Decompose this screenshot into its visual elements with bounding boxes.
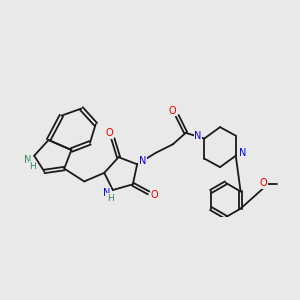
Text: O: O [151, 190, 158, 200]
Text: N: N [24, 155, 32, 165]
Text: N: N [194, 131, 202, 141]
Text: O: O [106, 128, 113, 138]
Text: O: O [168, 106, 176, 116]
Text: N: N [139, 156, 146, 166]
Text: H: H [107, 194, 114, 203]
Text: O: O [259, 178, 267, 188]
Text: H: H [29, 162, 36, 171]
Text: N: N [103, 188, 110, 198]
Text: N: N [239, 148, 247, 158]
